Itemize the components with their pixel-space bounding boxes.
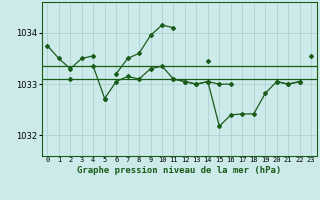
X-axis label: Graphe pression niveau de la mer (hPa): Graphe pression niveau de la mer (hPa) <box>77 166 281 175</box>
